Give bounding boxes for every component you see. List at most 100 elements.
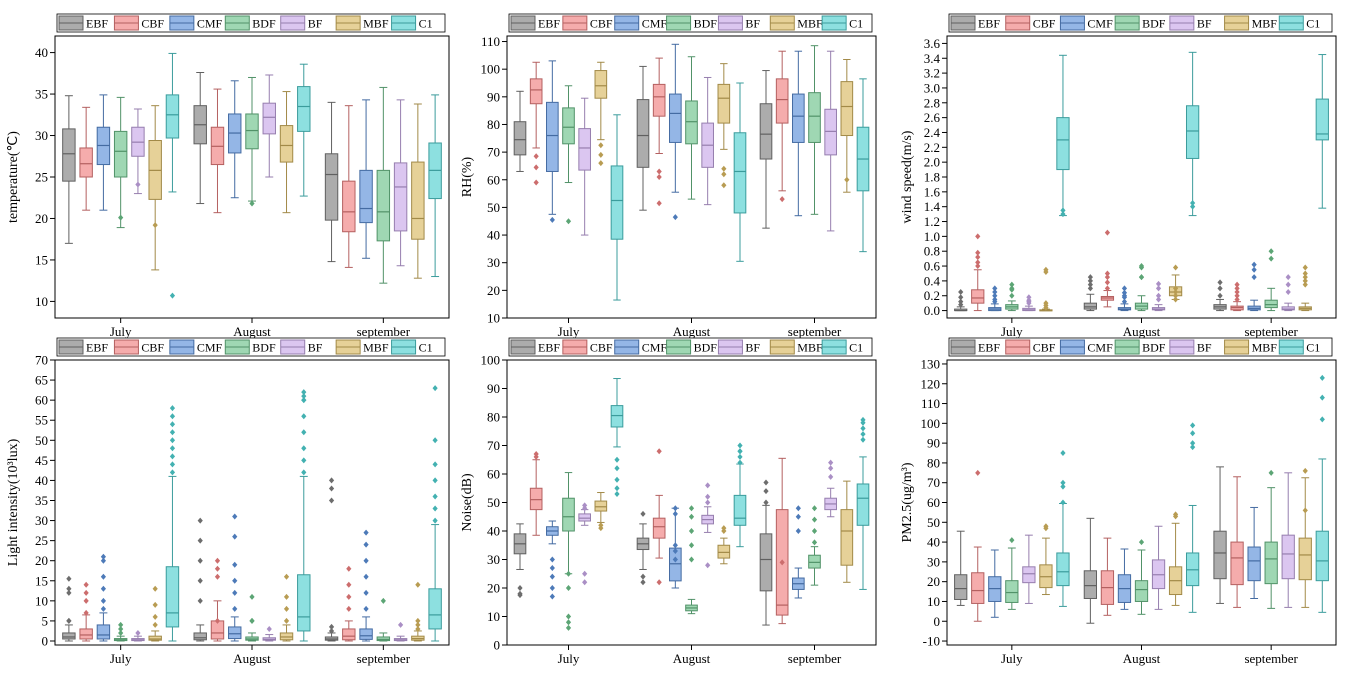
y-tick-label: 25 <box>35 533 48 548</box>
outlier-point <box>100 597 107 604</box>
box-MBF <box>594 70 608 99</box>
outlier-point <box>283 617 290 624</box>
y-tick-label: 1.8 <box>924 170 940 185</box>
outlier-point <box>266 625 272 632</box>
outlier-point <box>363 529 369 536</box>
legend-label-EBF: EBF <box>86 341 108 355</box>
outlier-point <box>656 579 662 586</box>
y-axis-label: RH(%) <box>460 156 475 197</box>
y-tick-label: 45 <box>35 453 48 468</box>
outlier-point <box>1172 285 1179 292</box>
box-BF <box>824 108 837 156</box>
outlier-point <box>100 557 107 564</box>
outlier-point <box>415 625 421 632</box>
legend-label-EBF: EBF <box>86 17 108 31</box>
box-CBF <box>342 180 356 233</box>
box-CBF <box>1230 541 1244 586</box>
y-tick-label: 20 <box>35 553 48 568</box>
legend-label-EBF: EBF <box>538 341 560 355</box>
x-tick-label: July <box>110 324 132 339</box>
outlier-point <box>614 485 620 492</box>
outlier-point <box>721 525 727 532</box>
outlier-point <box>232 605 238 612</box>
outlier-point <box>640 510 646 517</box>
outlier-point <box>169 405 176 412</box>
box-BDF <box>685 100 698 145</box>
outlier-point <box>737 459 743 466</box>
outlier-point <box>1043 300 1049 307</box>
legend-label-C1: C1 <box>419 17 433 31</box>
outlier-point <box>100 605 107 612</box>
outlier-point <box>363 541 369 548</box>
outlier-point <box>169 469 176 476</box>
box-MBF <box>279 125 294 163</box>
x-tick-label: september <box>788 324 842 339</box>
outlier-point <box>283 573 290 580</box>
y-tick-label: 3.6 <box>924 36 941 51</box>
outlier-point <box>1138 263 1145 270</box>
outlier-point <box>346 593 352 600</box>
legend-label-C1: C1 <box>849 341 863 355</box>
outlier-point <box>283 605 290 612</box>
outlier-point <box>1087 281 1093 288</box>
box-C1 <box>856 483 870 526</box>
outlier-point <box>1251 261 1257 268</box>
outlier-point <box>1319 394 1325 401</box>
outlier-point <box>66 589 72 596</box>
y-tick-label: 10 <box>927 594 940 609</box>
y-tick-label: 70 <box>927 475 940 490</box>
outlier-point <box>432 477 438 484</box>
outlier-point <box>1009 537 1015 544</box>
legend-label-BF: BF <box>308 341 323 355</box>
box-CMF <box>546 101 559 172</box>
outlier-point <box>975 233 981 240</box>
x-tick-label: August <box>673 324 711 339</box>
box-BDF <box>376 636 391 642</box>
outlier-point <box>1302 507 1308 514</box>
y-tick-label: 20 <box>35 211 48 226</box>
outlier-point <box>656 174 662 180</box>
outlier-point <box>1190 203 1196 210</box>
box-CBF <box>971 572 985 604</box>
chart-panel-2: 10 20 30 40 50 60 70 80 90 100 110 RH(%) July August s… <box>460 13 877 339</box>
box-CMF <box>359 628 373 640</box>
chart-panel-3: 0.00.20.40.60.81.01.21.41.61.82.02.22.42… <box>900 13 1337 339</box>
outlier-point <box>1121 292 1128 299</box>
x-tick-label: July <box>110 651 132 666</box>
outlier-point <box>565 624 572 631</box>
box-MBF <box>717 544 731 559</box>
y-tick-label: 60 <box>927 495 940 510</box>
y-tick-label: 65 <box>35 373 48 388</box>
outlier-point <box>975 259 981 266</box>
box-EBF <box>62 632 76 640</box>
chart-panel-4: 0 5 10 15 20 25 30 35 40 45 50 55 60 65 70 Light intens… <box>6 337 450 666</box>
outlier-point <box>1138 274 1145 281</box>
y-tick-label: 0.2 <box>924 288 940 303</box>
outlier-point <box>721 165 727 172</box>
x-tick-label: July <box>558 651 580 666</box>
outlier-point <box>549 565 555 572</box>
box-C1 <box>297 574 311 632</box>
y-tick-label: 35 <box>35 493 48 508</box>
chart-panel-5: 0 10 20 30 40 50 60 70 80 90 100 Noise(dB) July Augus… <box>460 337 877 666</box>
outlier-point <box>1138 539 1145 546</box>
outlier-point <box>118 214 124 221</box>
outlier-point <box>811 539 818 546</box>
y-tick-label: 3.0 <box>924 80 940 95</box>
outlier-point <box>1026 298 1032 305</box>
outlier-point <box>83 589 89 596</box>
box-EBF <box>759 103 773 160</box>
outlier-point <box>301 469 307 476</box>
box-BDF <box>1264 541 1278 585</box>
legend-label-MBF: MBF <box>1252 17 1278 31</box>
y-tick-label: 50 <box>487 200 500 215</box>
box-MBF <box>1298 537 1312 581</box>
outlier-point <box>844 176 850 183</box>
outlier-point <box>432 517 438 524</box>
y-tick-label: 10 <box>487 311 500 326</box>
y-tick-label: 50 <box>927 515 940 530</box>
outlier-point <box>992 285 998 292</box>
outlier-point <box>1060 479 1066 486</box>
box-EBF <box>1083 302 1098 310</box>
